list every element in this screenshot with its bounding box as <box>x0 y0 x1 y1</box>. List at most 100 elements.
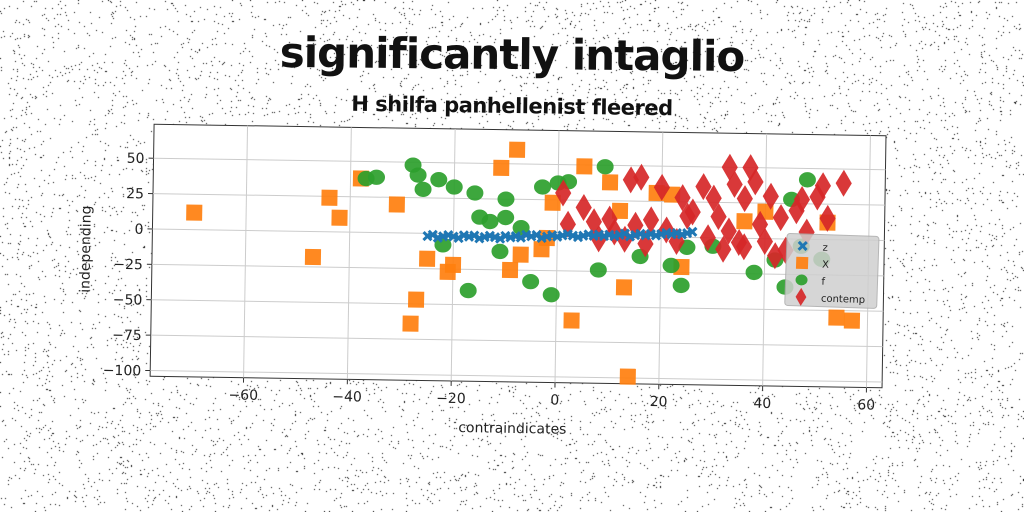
data-point-x <box>493 159 510 177</box>
data-point-contemp <box>721 153 738 181</box>
data-point-f <box>491 243 509 260</box>
data-point-contemp <box>699 224 716 252</box>
y-gridline <box>150 334 883 348</box>
data-point-contemp <box>622 166 639 194</box>
legend-label: f <box>821 277 825 288</box>
legend-label: X <box>822 260 829 271</box>
x-tick-label: 40 <box>753 396 771 412</box>
marker-stroke <box>531 230 542 241</box>
data-point-contemp <box>653 173 671 201</box>
data-point-x <box>736 213 753 230</box>
data-point-contemp <box>585 208 602 236</box>
y-tick-label: 25 <box>126 186 144 202</box>
data-point-x <box>576 158 593 175</box>
data-point-f <box>497 209 515 226</box>
data-point-f <box>589 262 607 278</box>
data-point-f <box>672 277 690 294</box>
data-point-contemp <box>674 184 691 212</box>
data-point-x <box>533 241 550 258</box>
data-point-f <box>798 172 816 188</box>
data-point-f <box>434 237 452 253</box>
legend-label: contemp <box>821 294 865 306</box>
data-point-x <box>544 194 561 211</box>
data-point-f <box>542 287 560 303</box>
data-point-f <box>368 169 386 185</box>
x-gridline <box>554 130 560 383</box>
data-point-contemp <box>814 172 832 200</box>
data-point-contemp <box>642 206 660 234</box>
data-point-x <box>619 368 636 385</box>
data-point-f <box>745 264 763 281</box>
data-point-contemp <box>715 235 732 263</box>
y-gridline <box>151 299 884 312</box>
data-point-contemp <box>633 163 650 191</box>
data-point-x <box>509 141 526 158</box>
data-point-x <box>563 312 580 329</box>
x-tick-label: −40 <box>332 389 362 405</box>
data-point-contemp <box>835 169 852 197</box>
data-point-f <box>409 167 427 183</box>
y-gridline <box>153 157 886 171</box>
data-point-x <box>501 261 519 279</box>
marker-stroke <box>427 229 438 240</box>
data-point-contemp <box>819 204 836 232</box>
marker-stroke <box>687 226 698 237</box>
data-point-z <box>619 228 630 239</box>
data-point-x <box>615 279 633 296</box>
data-point-f <box>414 181 432 197</box>
data-point-contemp <box>751 210 769 238</box>
data-point-contemp <box>575 193 592 221</box>
x-gridline <box>450 128 456 381</box>
marker-stroke <box>495 233 506 244</box>
x-tick-label: −20 <box>436 391 466 407</box>
y-gridline <box>152 193 885 206</box>
data-point-contemp <box>762 182 779 210</box>
x-tick-label: −60 <box>228 387 258 403</box>
data-point-contemp <box>710 203 727 231</box>
data-point-contemp <box>695 173 712 201</box>
data-point-f <box>466 185 484 201</box>
data-point-x <box>444 256 462 273</box>
axis-ticks: −60 −40 −20 0 20 40 60 50 25 0 −25 −50 −75 −100 <box>103 151 876 414</box>
y-tick-label: −100 <box>103 363 142 380</box>
data-point-x <box>843 312 861 329</box>
data-point-z <box>427 229 438 240</box>
data-point-f <box>445 179 463 195</box>
y-tick-label: −75 <box>112 328 142 344</box>
marker-stroke <box>797 240 808 251</box>
x-tick-label: 20 <box>650 394 668 410</box>
data-point-f <box>662 257 680 274</box>
y-gridline <box>150 370 883 383</box>
data-point-contemp <box>772 204 789 232</box>
legend-marker <box>797 240 808 252</box>
data-point-z <box>687 226 698 237</box>
data-point-contemp <box>736 185 753 213</box>
data-point-f <box>534 179 552 195</box>
data-point-contemp <box>720 217 737 245</box>
x-gridline <box>243 125 249 378</box>
y-tick-label: 0 <box>134 222 143 238</box>
data-point-x <box>419 250 436 267</box>
data-point-z <box>531 229 542 241</box>
data-point-f <box>596 159 614 175</box>
data-point-contemp <box>793 186 811 214</box>
data-point-z <box>453 232 464 244</box>
y-tick-label: −25 <box>113 257 143 273</box>
data-point-f <box>512 220 530 236</box>
data-point-x <box>186 204 203 221</box>
data-point-contemp <box>684 198 701 226</box>
data-point-x <box>601 174 619 191</box>
data-point-f <box>497 191 515 207</box>
data-point-x <box>304 248 322 266</box>
data-point-x <box>388 196 405 213</box>
data-point-contemp <box>735 233 753 261</box>
data-point-z <box>469 230 480 241</box>
x-tick-label: 0 <box>550 392 559 408</box>
data-point-contemp <box>705 184 722 212</box>
data-point-contemp <box>726 170 743 198</box>
x-gridline <box>346 127 352 380</box>
x-axis-label: contraindicates <box>458 420 566 438</box>
data-point-f <box>522 274 540 290</box>
x-tick-label: 60 <box>857 397 875 413</box>
